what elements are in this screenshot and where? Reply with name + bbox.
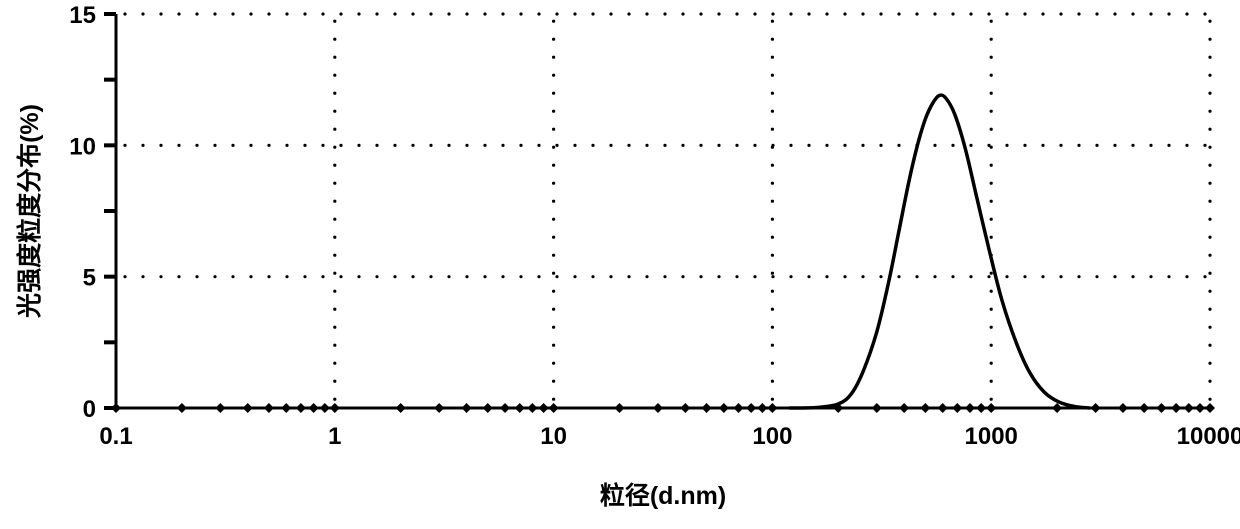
grid-dots (123, 12, 1211, 400)
axes (116, 14, 1210, 408)
x-tick-label: 10000 (1177, 423, 1240, 450)
x-tick-labels: 0.1 1 10 100 1000 10000 (99, 423, 1240, 450)
y-tick-label: 15 (69, 2, 96, 29)
y-tick-label: 5 (83, 265, 96, 292)
y-tick-label: 10 (69, 133, 96, 160)
y-axis-label: 光强度粒度分布(%) (15, 104, 44, 319)
chart-svg: 0.1 1 10 100 1000 10000 0 5 10 15 粒径(d.nm) 光强度粒度… (0, 0, 1240, 529)
y-tick-labels: 0 5 10 15 (69, 2, 96, 423)
x-tick-label: 10 (540, 423, 567, 450)
x-tick-label: 1000 (965, 423, 1018, 450)
particle-size-chart: 0.1 1 10 100 1000 10000 0 5 10 15 粒径(d.nm) 光强度粒度… (0, 0, 1240, 529)
y-tick-label: 0 (83, 396, 96, 423)
x-tick-label: 0.1 (99, 423, 132, 450)
series-line (790, 95, 1089, 408)
x-tick-label: 1 (328, 423, 341, 450)
x-axis-label: 粒径(d.nm) (600, 481, 726, 510)
x-tick-label: 100 (752, 423, 792, 450)
y-ticks (104, 14, 116, 408)
